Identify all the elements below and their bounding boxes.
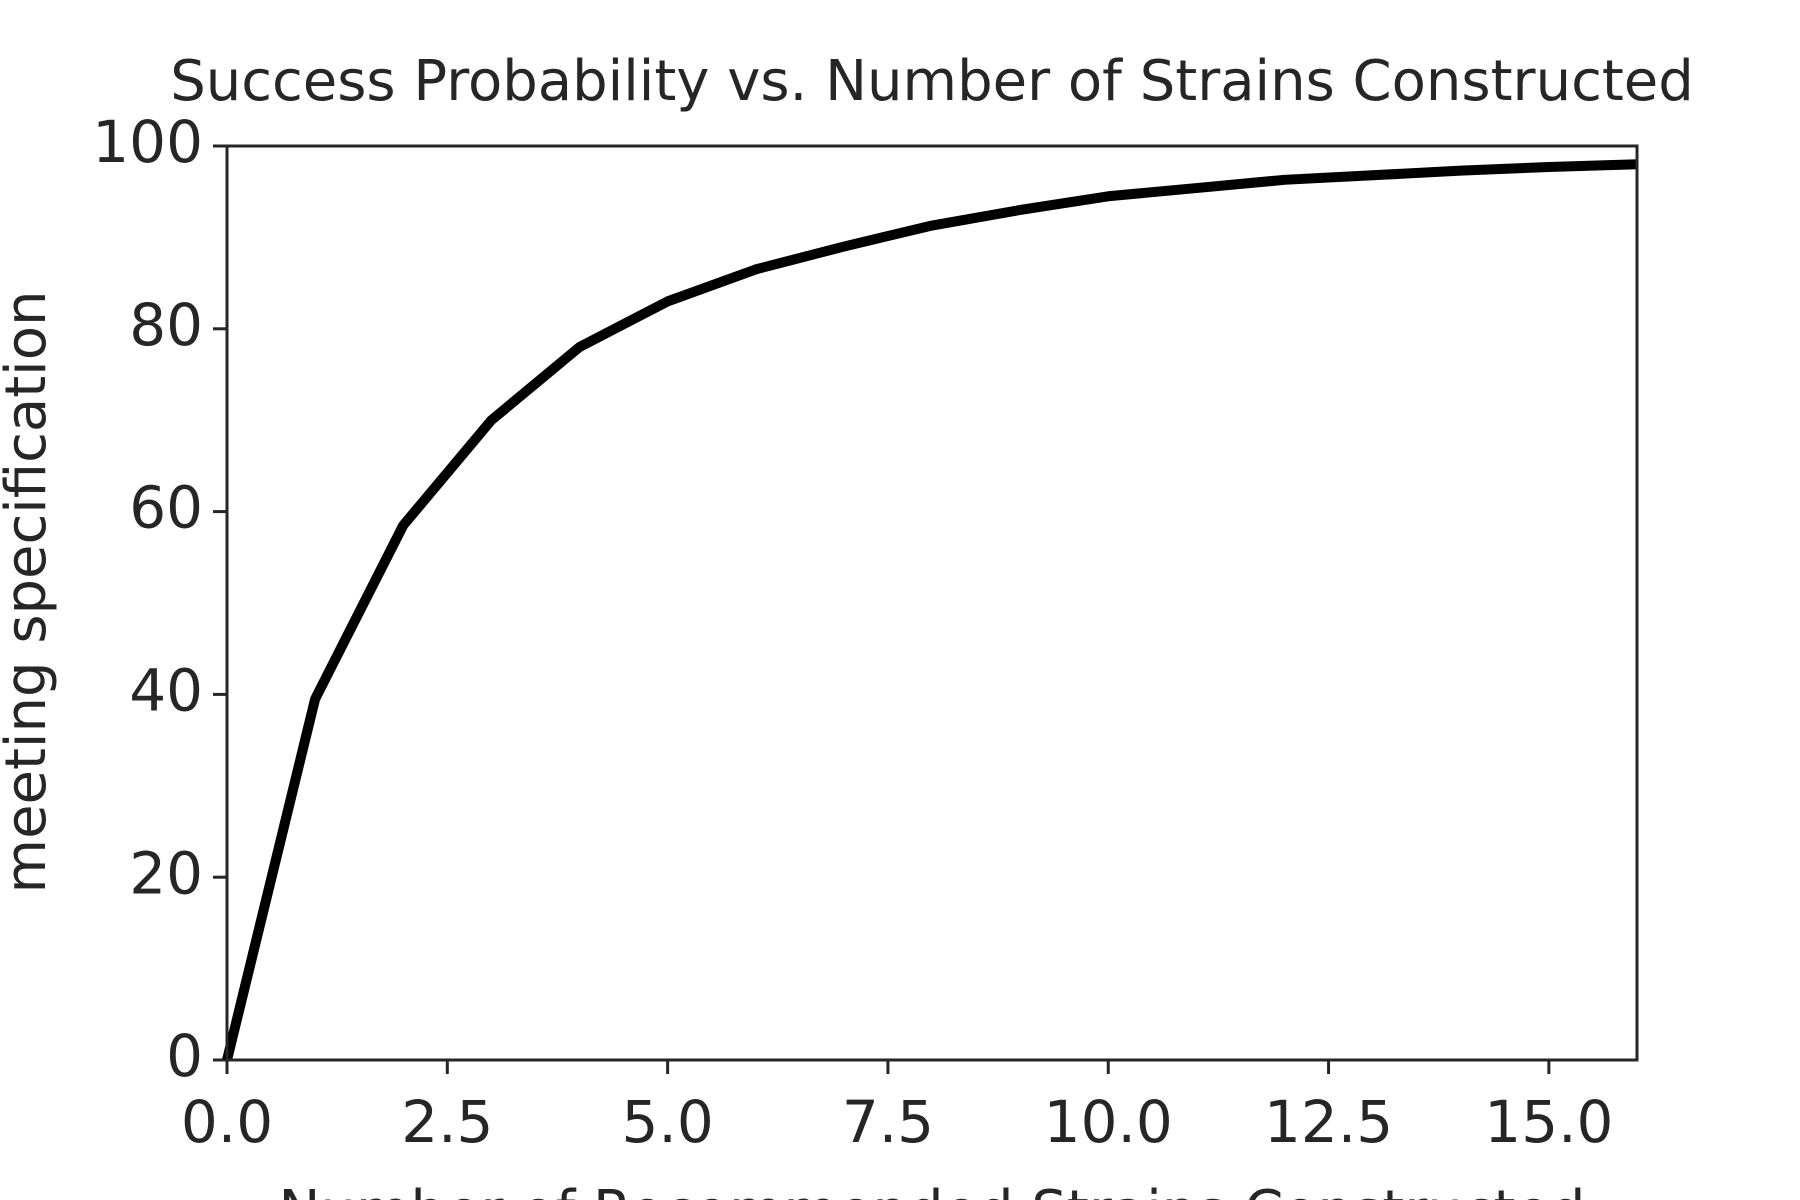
y-tick-label: 100 bbox=[92, 108, 203, 176]
data-line bbox=[222, 159, 1637, 1062]
x-tick-label: 15.0 bbox=[1484, 1088, 1613, 1156]
y-tick-label: 20 bbox=[129, 839, 203, 907]
x-axis-label: Number of Recommended Strains Constructe… bbox=[279, 1179, 1586, 1200]
y-tick-label: 60 bbox=[129, 474, 203, 542]
y-tick-label: 0 bbox=[166, 1022, 203, 1090]
y-tick-label: 40 bbox=[129, 657, 203, 725]
x-tick-label: 0.0 bbox=[181, 1088, 273, 1156]
x-tick-label: 12.5 bbox=[1264, 1088, 1393, 1156]
x-tick-label: 2.5 bbox=[401, 1088, 493, 1156]
y-axis-label: meeting specification bbox=[0, 291, 59, 894]
chart-title: Success Probability vs. Number of Strain… bbox=[170, 49, 1694, 114]
x-tick-label: 7.5 bbox=[842, 1088, 934, 1156]
y-tick-label: 80 bbox=[129, 291, 203, 359]
plot-frame bbox=[225, 144, 1639, 1062]
x-tick-label: 5.0 bbox=[622, 1088, 714, 1156]
x-tick-label: 10.0 bbox=[1044, 1088, 1173, 1156]
